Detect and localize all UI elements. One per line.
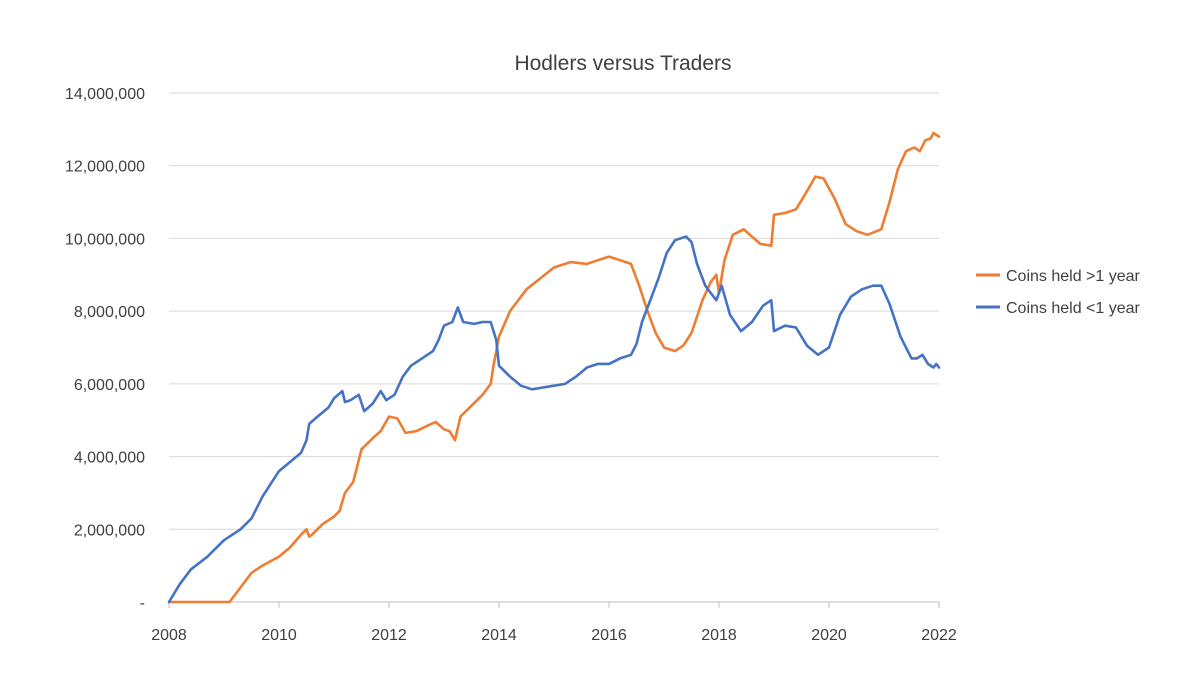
y-tick-label: 2,000,000 (74, 522, 145, 539)
x-tick-label: 2014 (481, 627, 517, 644)
x-tick-label: 2012 (371, 627, 407, 644)
x-tick-label: 2020 (811, 627, 847, 644)
y-tick-label: - (140, 595, 145, 612)
y-axis-ticks: - 2,000,000 4,000,000 6,000,000 8,000,000 10,… (65, 86, 145, 612)
x-tick-label: 2022 (921, 627, 957, 644)
chart-title: Hodlers versus Traders (514, 52, 731, 75)
series-line-1 (167, 235, 941, 604)
x-axis-ticks: 2008 2010 2012 2014 2016 2018 2020 2022 (151, 602, 957, 644)
y-tick-label: 12,000,000 (65, 159, 145, 176)
series-lines (167, 131, 941, 604)
grid-lines (169, 92, 939, 603)
y-tick-label: 10,000,000 (65, 231, 145, 248)
series-line-0 (167, 131, 941, 604)
x-tick-label: 2010 (261, 627, 297, 644)
legend: Coins held >1 year Coins held <1 year (976, 268, 1141, 317)
legend-label: Coins held >1 year (1006, 268, 1141, 285)
legend-label: Coins held <1 year (1006, 300, 1141, 317)
y-tick-label: 4,000,000 (74, 450, 145, 467)
y-tick-label: 8,000,000 (74, 304, 145, 321)
x-tick-label: 2018 (701, 627, 737, 644)
y-tick-label: 14,000,000 (65, 86, 145, 103)
x-tick-label: 2016 (591, 627, 627, 644)
y-tick-label: 6,000,000 (74, 377, 145, 394)
x-tick-label: 2008 (151, 627, 187, 644)
